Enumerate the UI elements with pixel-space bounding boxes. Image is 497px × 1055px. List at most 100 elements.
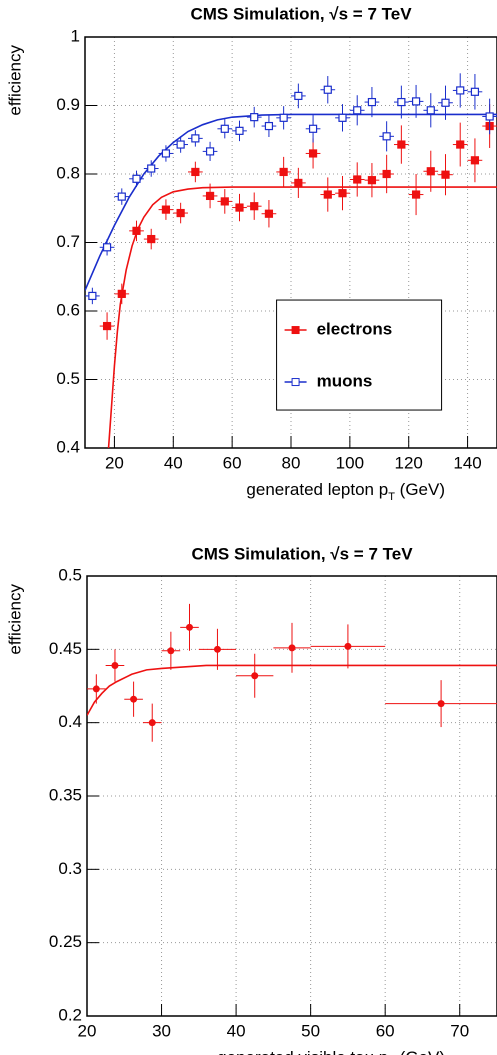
point	[250, 113, 259, 122]
point	[470, 87, 480, 96]
y-tick-label: 0.5	[58, 565, 82, 584]
plot-area	[85, 73, 497, 448]
point	[338, 113, 347, 122]
point	[485, 112, 494, 121]
point	[235, 203, 244, 212]
plot-area	[87, 603, 497, 742]
x-axis-label-part: generated visible tau p	[217, 1048, 388, 1055]
x-tick-label: 50	[301, 1021, 320, 1040]
point	[132, 226, 141, 235]
point	[148, 719, 156, 727]
point	[251, 672, 259, 680]
point	[191, 167, 200, 177]
y-tick-label: 0.5	[56, 369, 80, 388]
x-tick-label: 20	[105, 453, 124, 472]
point	[344, 642, 352, 650]
chart-title: CMS Simulation, √s = 7 TeV	[191, 544, 413, 563]
point	[161, 205, 171, 214]
point	[92, 685, 100, 693]
point	[102, 243, 112, 252]
point	[205, 191, 215, 201]
y-axis-label: efficiency	[5, 584, 24, 655]
x-tick-label: 120	[395, 453, 423, 472]
legend-label: electrons	[317, 320, 393, 339]
point	[111, 661, 119, 669]
x-tick-label: 70	[450, 1021, 469, 1040]
point	[205, 147, 215, 156]
y-tick-label: 0.8	[56, 163, 80, 182]
point	[441, 170, 450, 179]
x-axis-label-part: (GeV)	[395, 1048, 445, 1055]
point	[397, 140, 406, 149]
x-tick-label: 100	[336, 453, 364, 472]
x-tick-label: 60	[376, 1021, 395, 1040]
y-tick-label: 0.3	[58, 859, 82, 878]
fit-line	[85, 113, 497, 291]
point	[147, 234, 156, 244]
point	[308, 124, 318, 133]
point	[117, 289, 126, 298]
legend-marker	[291, 378, 300, 387]
point	[220, 197, 229, 206]
x-axis-label-part: generated lepton p	[246, 480, 388, 499]
point	[117, 192, 126, 201]
y-tick-label: 0.35	[49, 785, 82, 804]
legend-marker	[291, 326, 300, 335]
x-tick-label: 80	[282, 453, 301, 472]
x-tick-label: 60	[223, 453, 242, 472]
fit-line	[107, 186, 497, 448]
point	[353, 175, 362, 184]
y-tick-label: 0.6	[56, 300, 80, 319]
point	[456, 86, 465, 95]
y-tick-label: 0.45	[49, 639, 82, 658]
y-axis-label: efficiency	[5, 45, 24, 116]
x-axis-label: generated lepton pT (GeV)	[246, 480, 445, 502]
x-tick-label: 20	[78, 1021, 97, 1040]
point	[323, 190, 332, 199]
point	[411, 190, 421, 199]
point	[102, 321, 112, 331]
point	[130, 695, 138, 703]
point	[279, 113, 288, 122]
point	[353, 106, 362, 115]
point	[367, 176, 377, 185]
point	[397, 97, 406, 107]
point	[367, 97, 377, 107]
point	[323, 85, 332, 94]
point	[279, 167, 288, 177]
point	[147, 164, 156, 173]
point	[250, 202, 259, 211]
point	[220, 124, 229, 133]
point	[338, 189, 347, 198]
y-tick-label: 0.7	[56, 232, 80, 251]
point	[426, 167, 435, 176]
point	[382, 132, 391, 141]
point	[470, 156, 480, 165]
point	[235, 126, 244, 135]
x-tick-label: 140	[453, 453, 481, 472]
point	[308, 149, 318, 158]
point	[167, 647, 175, 655]
legend-box	[276, 299, 443, 411]
legend-label: muons	[317, 372, 373, 391]
chart-title: CMS Simulation, √s = 7 TeV	[190, 4, 412, 23]
plot-frame	[86, 575, 497, 1017]
point	[176, 208, 185, 218]
y-tick-label: 1	[71, 26, 80, 45]
point	[411, 97, 421, 106]
point	[213, 645, 221, 653]
plot-frame	[84, 36, 497, 449]
x-axis-label-part: T	[388, 491, 395, 503]
point	[88, 291, 97, 301]
point	[132, 174, 141, 183]
point	[288, 644, 296, 652]
point	[161, 149, 171, 158]
point	[456, 140, 465, 149]
point	[441, 98, 450, 107]
x-axis-label-part: (GeV)	[395, 480, 445, 499]
point	[294, 91, 303, 101]
y-tick-label: 0.4	[56, 437, 80, 456]
point	[186, 623, 193, 631]
point	[264, 209, 274, 218]
